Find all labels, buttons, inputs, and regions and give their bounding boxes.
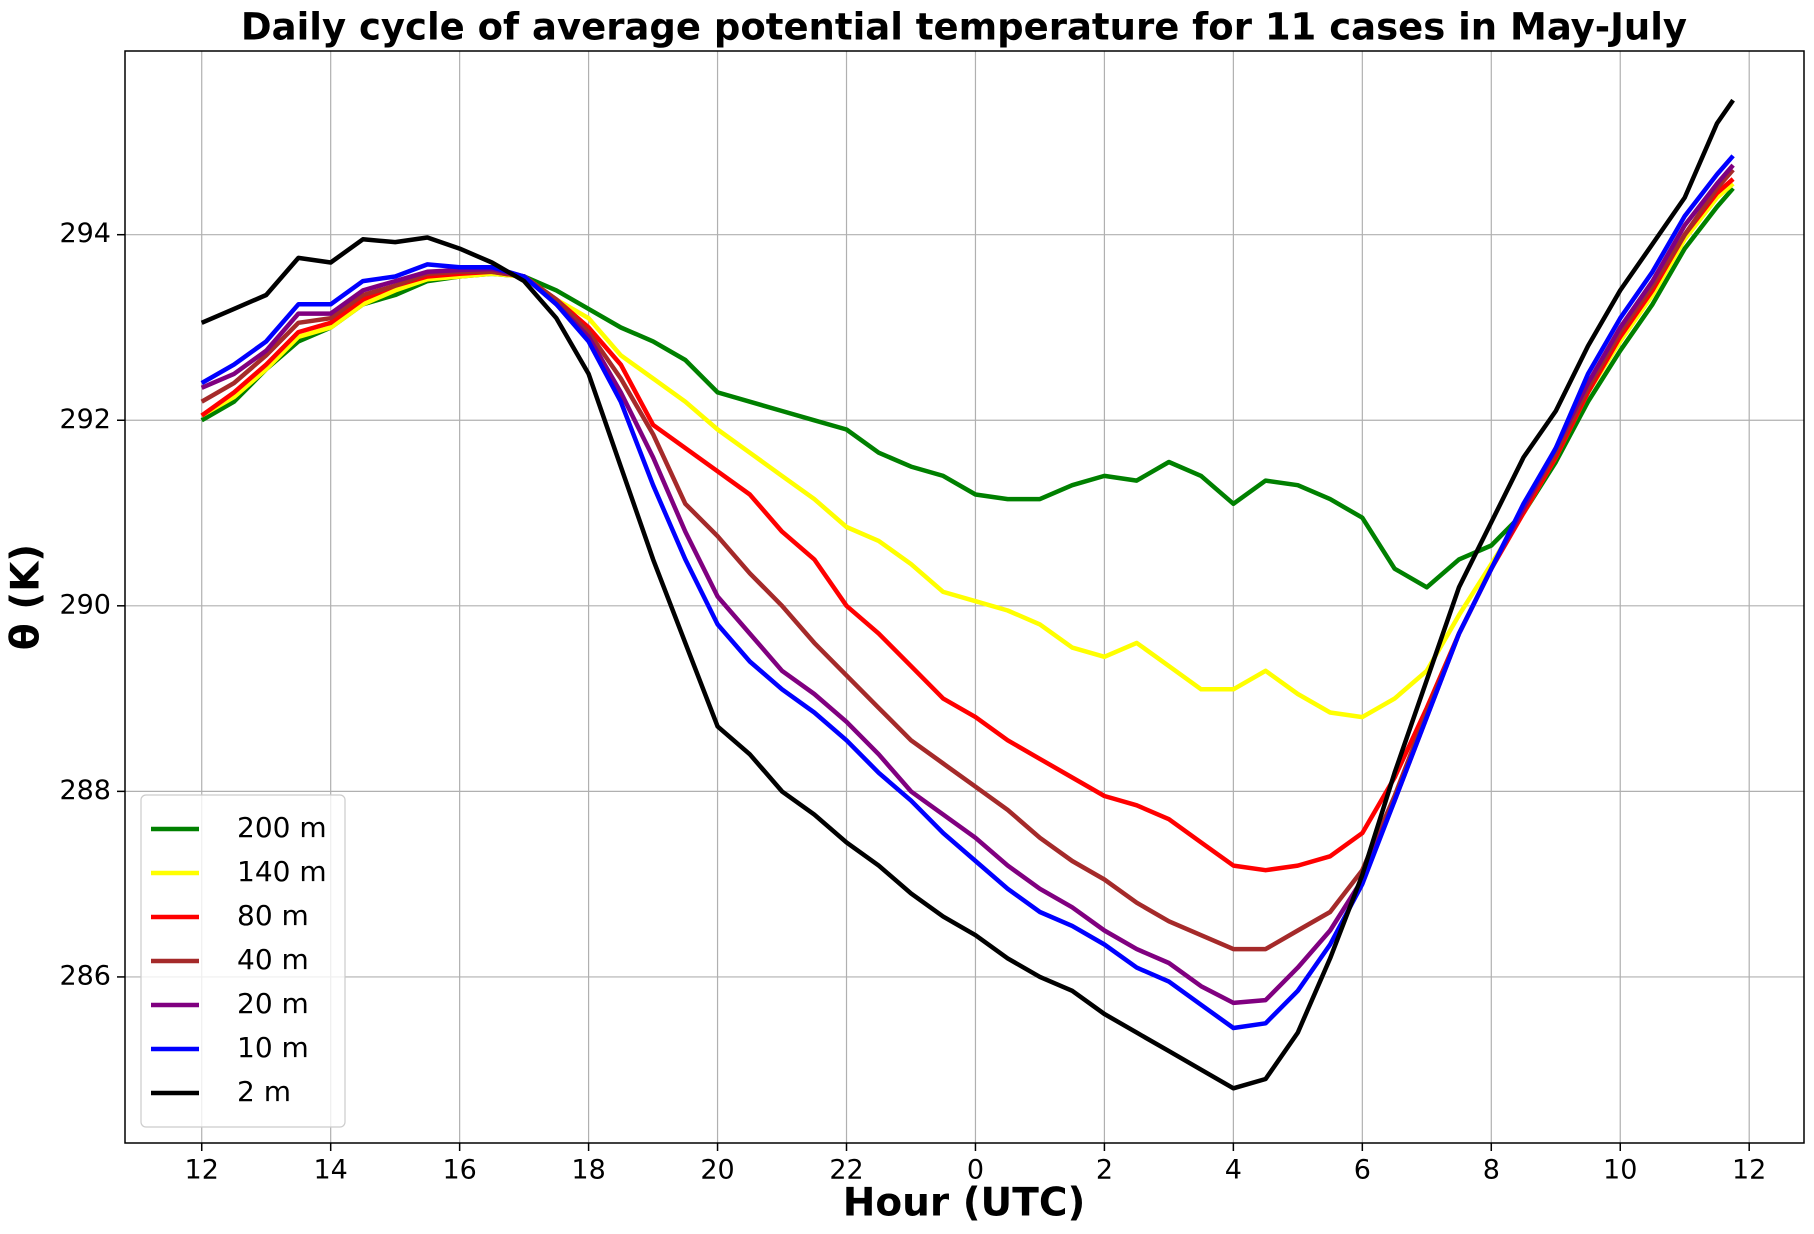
legend-label: 20 m (237, 987, 309, 1020)
x-tick-label: 22 (829, 1155, 863, 1186)
legend-label: 40 m (237, 943, 309, 976)
x-axis-label: Hour (UTC) (843, 1181, 1086, 1226)
x-tick-label: 20 (700, 1155, 734, 1186)
legend: 200 m 140 m 80 m 40 m 20 m 10 m 2 m (140, 794, 346, 1128)
series-line (200, 98, 1735, 1091)
series-line (200, 163, 1735, 1006)
x-tick-label: 8 (1483, 1155, 1500, 1186)
y-tick-label: 294 (59, 218, 111, 249)
legend-label: 140 m (237, 855, 327, 888)
x-tick-label: 2 (1096, 1155, 1113, 1186)
legend-box (140, 794, 346, 1128)
y-tick-label: 292 (59, 404, 111, 435)
x-tick-label: 12 (185, 1155, 219, 1186)
x-tick-label: 18 (571, 1155, 605, 1186)
y-tick-label: 290 (59, 589, 111, 620)
x-tick-label: 16 (442, 1155, 476, 1186)
series-line (200, 154, 1735, 1031)
x-tick-label: 14 (314, 1155, 348, 1186)
plot-frame (124, 50, 1805, 1144)
series-line (200, 186, 1735, 590)
y-tick-label: 286 (59, 960, 111, 991)
y-tick-label: 288 (59, 775, 111, 806)
legend-label: 10 m (237, 1031, 309, 1064)
y-axis-label: θ (K) (4, 544, 49, 650)
x-tick-label: 10 (1603, 1155, 1637, 1186)
legend-label: 80 m (237, 899, 309, 932)
x-tick-label: 4 (1225, 1155, 1242, 1186)
x-tick-label: 12 (1732, 1155, 1766, 1186)
chart-title: Daily cycle of average potential tempera… (241, 6, 1687, 49)
legend-label: 2 m (237, 1075, 291, 1108)
x-tick-label: 6 (1354, 1155, 1371, 1186)
legend-label: 200 m (237, 811, 327, 844)
x-tick-label: 0 (967, 1155, 984, 1186)
